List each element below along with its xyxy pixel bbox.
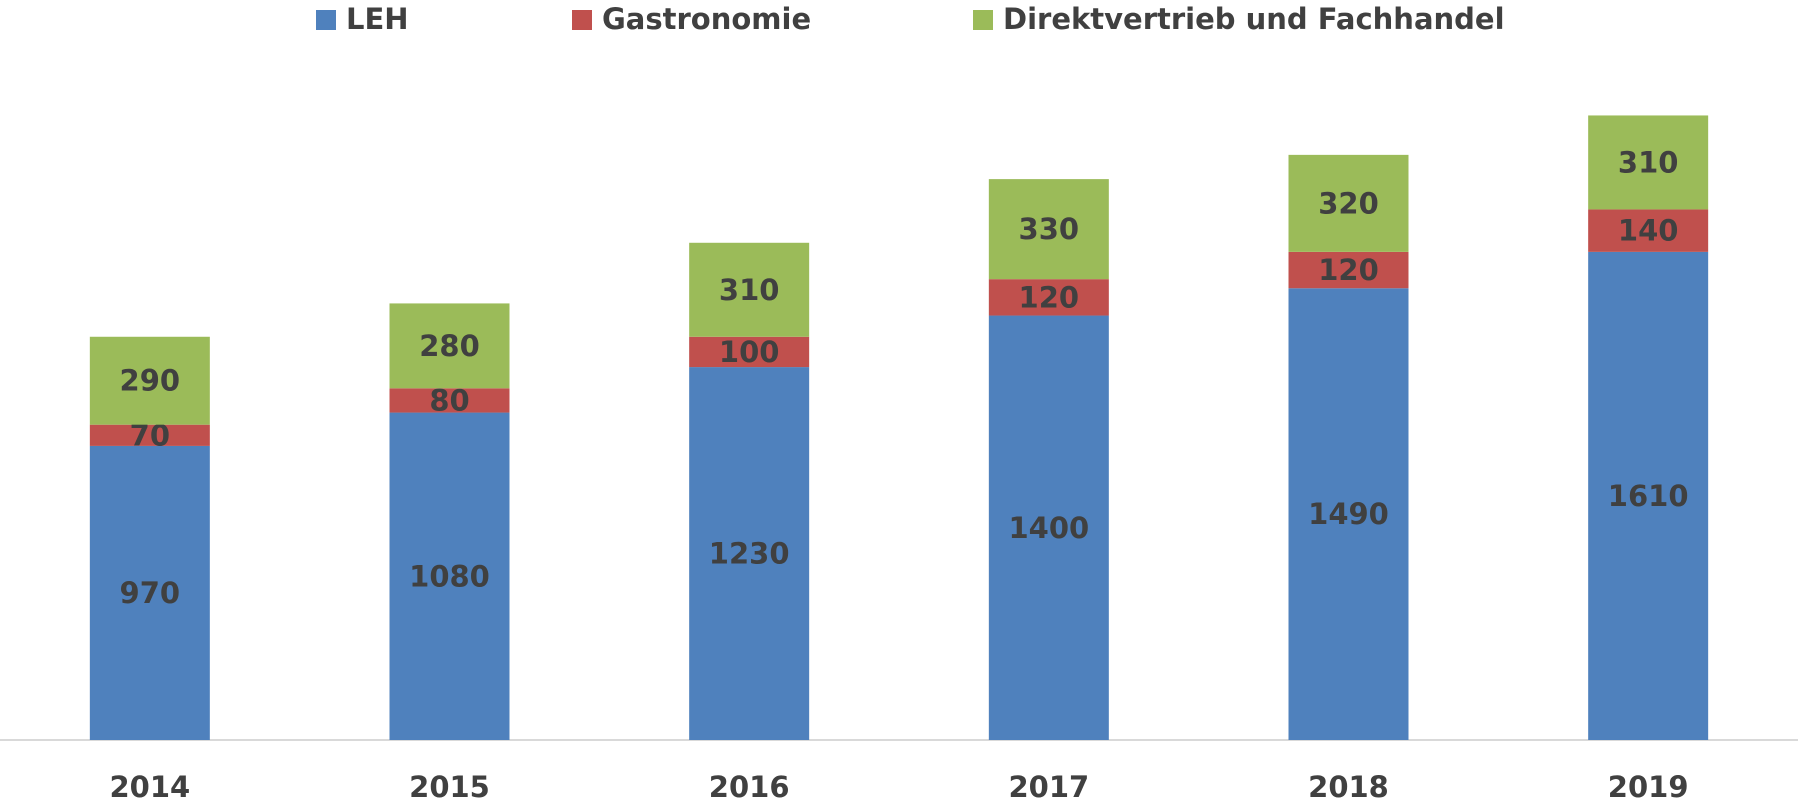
bar-segment (689, 242, 810, 337)
data-label: 1610 (1608, 479, 1689, 513)
data-label: 330 (1019, 212, 1080, 246)
bar-segment (689, 336, 810, 368)
data-label: 310 (719, 273, 780, 307)
bar-segment (89, 424, 210, 446)
x-tick-label: 2017 (1008, 770, 1089, 804)
bar-segment (389, 388, 510, 413)
data-label: 100 (719, 335, 780, 369)
data-label: 310 (1618, 145, 1679, 179)
data-label: 970 (120, 576, 181, 610)
bar-segment (89, 445, 210, 740)
bar-segment (1588, 251, 1709, 741)
bar-segment (988, 179, 1109, 280)
bar-segment (89, 336, 210, 425)
data-label: 80 (429, 383, 469, 417)
data-label: 120 (1318, 253, 1379, 287)
data-label: 1230 (709, 537, 790, 571)
data-label: 290 (120, 364, 181, 398)
data-label: 1400 (1008, 511, 1089, 545)
bar-segment (1288, 288, 1409, 740)
bar-segment (1588, 209, 1709, 252)
legend-swatch (973, 10, 993, 30)
bar-segment (1588, 115, 1709, 210)
data-label: 280 (419, 329, 480, 363)
x-tick-label: 2016 (709, 770, 790, 804)
data-label: 1080 (409, 559, 490, 593)
data-label: 1490 (1308, 497, 1389, 531)
legend-swatch (316, 10, 336, 30)
x-tick-label: 2014 (109, 770, 190, 804)
bar-segment (988, 315, 1109, 740)
bar-segment (988, 279, 1109, 316)
bar-segment (1288, 154, 1409, 252)
legend-swatch (572, 10, 592, 30)
bar-segment (389, 412, 510, 740)
legend-label: Direktvertrieb und Fachhandel (1003, 2, 1505, 36)
x-tick-label: 2015 (409, 770, 490, 804)
x-tick-label: 2018 (1308, 770, 1389, 804)
data-label: 320 (1318, 186, 1379, 220)
bar-segment (1288, 251, 1409, 289)
data-label: 140 (1618, 214, 1679, 248)
x-tick-label: 2019 (1608, 770, 1689, 804)
bar-segment (389, 303, 510, 389)
legend-label: Gastronomie (602, 2, 811, 36)
data-label: 120 (1019, 280, 1080, 314)
bar-segment (689, 367, 810, 740)
legend-label: LEH (346, 2, 409, 36)
